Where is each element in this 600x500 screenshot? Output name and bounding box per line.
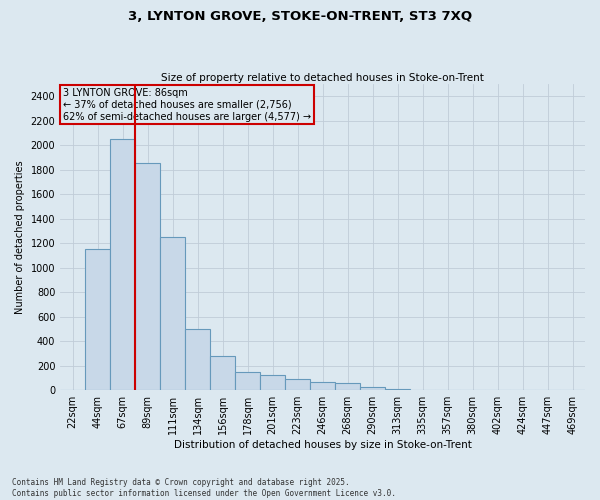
Bar <box>260 376 285 390</box>
Bar <box>110 139 135 390</box>
Bar <box>85 250 110 390</box>
Bar <box>385 389 410 390</box>
Bar <box>310 382 335 390</box>
Bar <box>185 329 210 390</box>
Text: 3 LYNTON GROVE: 86sqm
← 37% of detached houses are smaller (2,756)
62% of semi-d: 3 LYNTON GROVE: 86sqm ← 37% of detached … <box>63 88 311 122</box>
Bar <box>210 356 235 390</box>
Bar <box>360 386 385 390</box>
Title: Size of property relative to detached houses in Stoke-on-Trent: Size of property relative to detached ho… <box>161 73 484 83</box>
Bar <box>135 164 160 390</box>
Y-axis label: Number of detached properties: Number of detached properties <box>15 160 25 314</box>
Text: 3, LYNTON GROVE, STOKE-ON-TRENT, ST3 7XQ: 3, LYNTON GROVE, STOKE-ON-TRENT, ST3 7XQ <box>128 10 472 23</box>
Bar <box>285 379 310 390</box>
Bar <box>235 372 260 390</box>
Bar <box>335 383 360 390</box>
Text: Contains HM Land Registry data © Crown copyright and database right 2025.
Contai: Contains HM Land Registry data © Crown c… <box>12 478 396 498</box>
Bar <box>160 237 185 390</box>
X-axis label: Distribution of detached houses by size in Stoke-on-Trent: Distribution of detached houses by size … <box>173 440 472 450</box>
